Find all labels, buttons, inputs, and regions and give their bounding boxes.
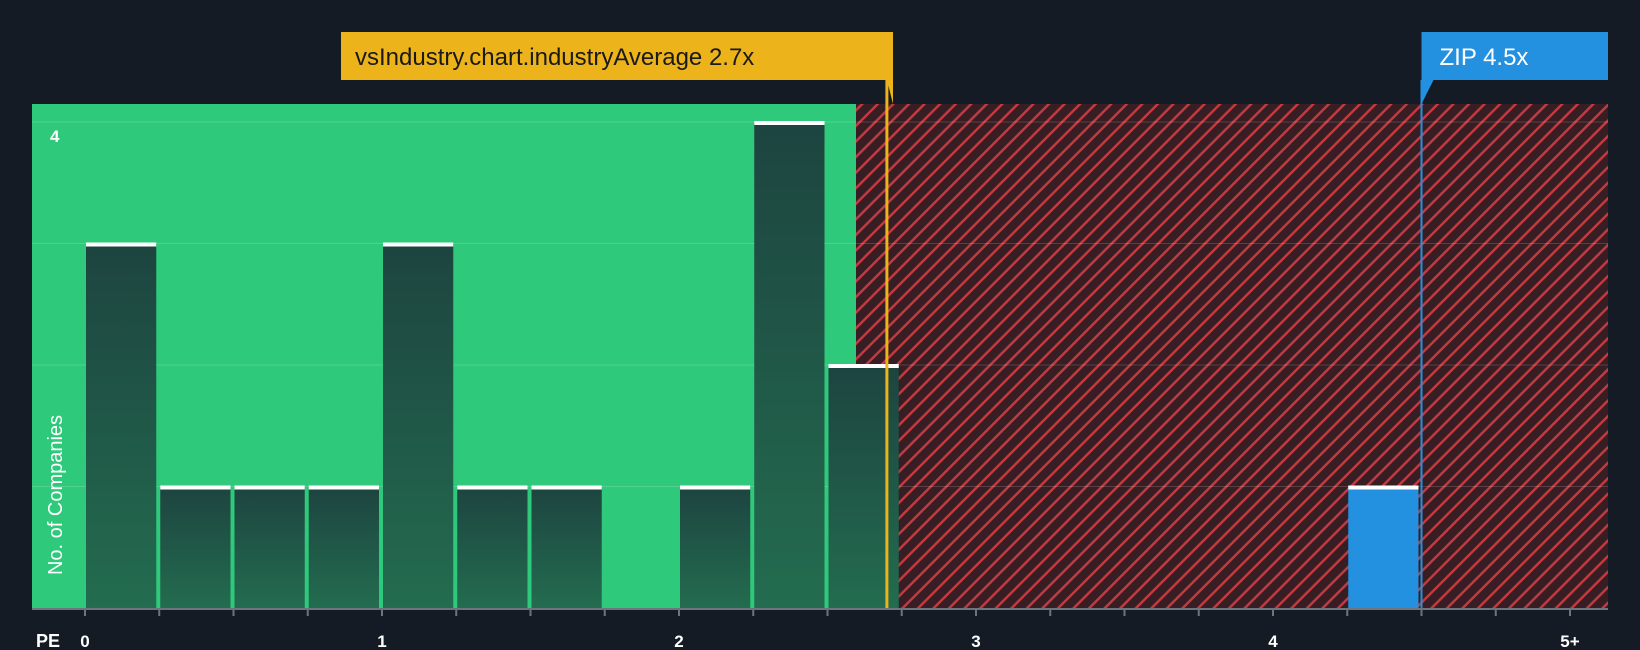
- bar-cap: [680, 485, 751, 490]
- x-tick-label: 1: [377, 632, 386, 650]
- x-tick-label: 2: [674, 632, 683, 650]
- company-callout: [1421, 32, 1608, 104]
- bar-cap: [828, 364, 899, 368]
- y-axis-label: No. of Companies: [45, 415, 67, 575]
- histogram-bar: [234, 486, 305, 608]
- bar-cap: [383, 242, 454, 247]
- bar-cap: [457, 485, 528, 490]
- company-marker: ZIP 4.5x: [1420, 32, 1608, 608]
- x-tick-label: 3: [971, 632, 980, 650]
- histogram-bar: [457, 486, 528, 608]
- industry-average-marker: vsIndustry.chart.industryAverage 2.7x: [341, 32, 893, 608]
- histogram-bar: [754, 122, 825, 608]
- bar-cap: [754, 121, 825, 125]
- bar-cap: [531, 485, 602, 490]
- histogram-bar: [680, 486, 751, 608]
- industry-average-label: vsIndustry.chart.industryAverage 2.7x: [355, 44, 754, 71]
- histogram-bars: [86, 121, 1419, 608]
- x-tick-label: 0: [80, 632, 89, 650]
- x-tick-label: 5+: [1560, 632, 1579, 650]
- x-tick-label: 4: [1268, 632, 1278, 650]
- bar-cap: [308, 485, 379, 490]
- x-axis-label: PE: [36, 631, 60, 650]
- company-label: ZIP 4.5x: [1440, 44, 1529, 71]
- histogram-bar: [531, 486, 602, 608]
- y-tick-label: 4: [50, 127, 60, 146]
- bar-cap: [1348, 485, 1419, 490]
- x-axis-ticks: 0 1 2 3 4 5+: [80, 609, 1580, 650]
- histogram-bar: [86, 243, 157, 608]
- bar-cap: [234, 485, 305, 490]
- bar-cap: [160, 485, 231, 490]
- bar-cap: [86, 242, 157, 247]
- industry-average-callout: [341, 32, 893, 104]
- histogram-bar: [383, 243, 454, 608]
- histogram-bar: [308, 486, 379, 608]
- histogram-bar: [160, 486, 231, 608]
- company-bar: [1348, 486, 1419, 608]
- above-average-zone: [856, 104, 1608, 608]
